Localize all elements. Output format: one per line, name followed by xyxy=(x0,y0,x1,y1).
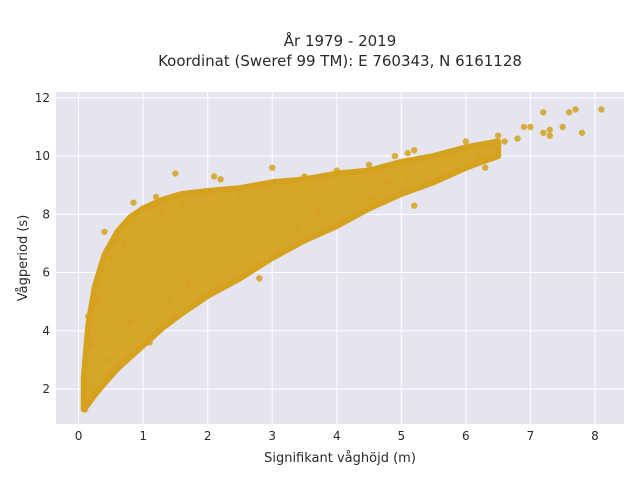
data-point xyxy=(85,313,92,320)
y-tick-label: 12 xyxy=(35,91,50,105)
data-point xyxy=(404,149,411,157)
x-tick-label: 0 xyxy=(75,429,83,443)
x-tick-label: 7 xyxy=(527,429,535,443)
data-point xyxy=(520,123,528,131)
data-point xyxy=(85,385,92,393)
x-tick-label: 1 xyxy=(139,429,147,443)
data-point xyxy=(598,106,605,113)
y-tick-label: 6 xyxy=(42,266,50,280)
data-point xyxy=(494,132,502,139)
data-point xyxy=(114,234,121,241)
data-point xyxy=(372,193,379,201)
y-tick-label: 4 xyxy=(42,324,50,338)
data-point xyxy=(411,147,418,154)
data-point xyxy=(462,147,470,154)
data-point xyxy=(301,173,308,180)
data-point xyxy=(482,164,489,171)
data-point xyxy=(217,283,224,291)
data-point xyxy=(546,126,553,134)
y-axis-label: Vågperiod (s) xyxy=(16,215,31,302)
data-point xyxy=(449,152,457,160)
data-point xyxy=(133,219,140,227)
chart-subtitle: Koordinat (Sweref 99 TM): E 760343, N 61… xyxy=(158,52,522,70)
x-tick-label: 4 xyxy=(333,429,341,443)
data-point xyxy=(127,318,134,326)
data-point xyxy=(120,240,127,247)
data-point xyxy=(101,228,108,235)
data-point xyxy=(185,281,192,288)
data-point xyxy=(94,298,102,305)
data-point xyxy=(365,196,373,203)
data-point xyxy=(333,167,340,174)
data-point xyxy=(314,208,321,215)
data-point xyxy=(269,164,276,171)
x-tick-label: 6 xyxy=(462,429,470,443)
data-point xyxy=(88,342,95,349)
y-tick-label: 10 xyxy=(35,149,50,163)
data-point xyxy=(501,138,508,145)
data-point xyxy=(146,339,153,346)
data-point xyxy=(217,176,224,183)
data-point xyxy=(159,208,166,215)
data-point xyxy=(288,179,295,186)
data-point xyxy=(294,222,302,230)
grid-lines xyxy=(56,92,624,424)
data-point xyxy=(404,179,411,186)
data-point xyxy=(365,161,373,169)
x-tick-label: 3 xyxy=(268,429,276,443)
y-tick-label: 8 xyxy=(42,207,50,221)
chart-title: År 1979 - 2019 xyxy=(284,31,397,50)
data-point xyxy=(578,129,586,136)
data-point xyxy=(81,406,89,413)
data-point xyxy=(540,109,547,116)
data-point xyxy=(391,152,399,160)
data-point xyxy=(385,179,392,186)
data-point xyxy=(256,275,263,282)
data-point xyxy=(81,368,89,375)
data-point xyxy=(139,205,147,212)
x-axis-label: Signifikant våghöjd (m) xyxy=(264,451,416,466)
data-point xyxy=(565,109,573,116)
x-tick-label: 5 xyxy=(397,429,405,443)
data-point xyxy=(475,152,482,160)
data-point xyxy=(236,190,244,198)
data-point xyxy=(559,123,566,131)
data-point xyxy=(430,164,437,171)
data-point xyxy=(462,138,470,145)
data-point xyxy=(172,170,179,177)
data-point xyxy=(178,202,186,209)
data-points xyxy=(81,106,605,413)
data-point xyxy=(130,199,137,206)
data-point xyxy=(83,400,90,407)
data-point xyxy=(104,356,111,364)
x-tick-label: 2 xyxy=(204,429,212,443)
y-tick-label: 2 xyxy=(42,382,50,396)
data-point xyxy=(97,269,105,276)
data-band xyxy=(80,138,502,413)
data-point xyxy=(411,202,418,209)
data-point xyxy=(152,193,160,201)
data-point xyxy=(210,173,218,180)
x-tick-labels: 0 1 2 3 4 5 6 7 8 xyxy=(75,429,599,443)
y-tick-labels: 2 4 6 8 10 12 xyxy=(35,91,50,396)
data-point xyxy=(540,129,547,136)
data-point xyxy=(156,199,163,206)
data-point xyxy=(527,123,534,131)
x-tick-label: 8 xyxy=(591,429,599,443)
data-point xyxy=(107,254,115,262)
data-point xyxy=(165,298,173,305)
point-cloud-core xyxy=(80,138,502,413)
data-point xyxy=(546,132,553,139)
data-point xyxy=(514,135,521,142)
data-point xyxy=(572,106,579,113)
